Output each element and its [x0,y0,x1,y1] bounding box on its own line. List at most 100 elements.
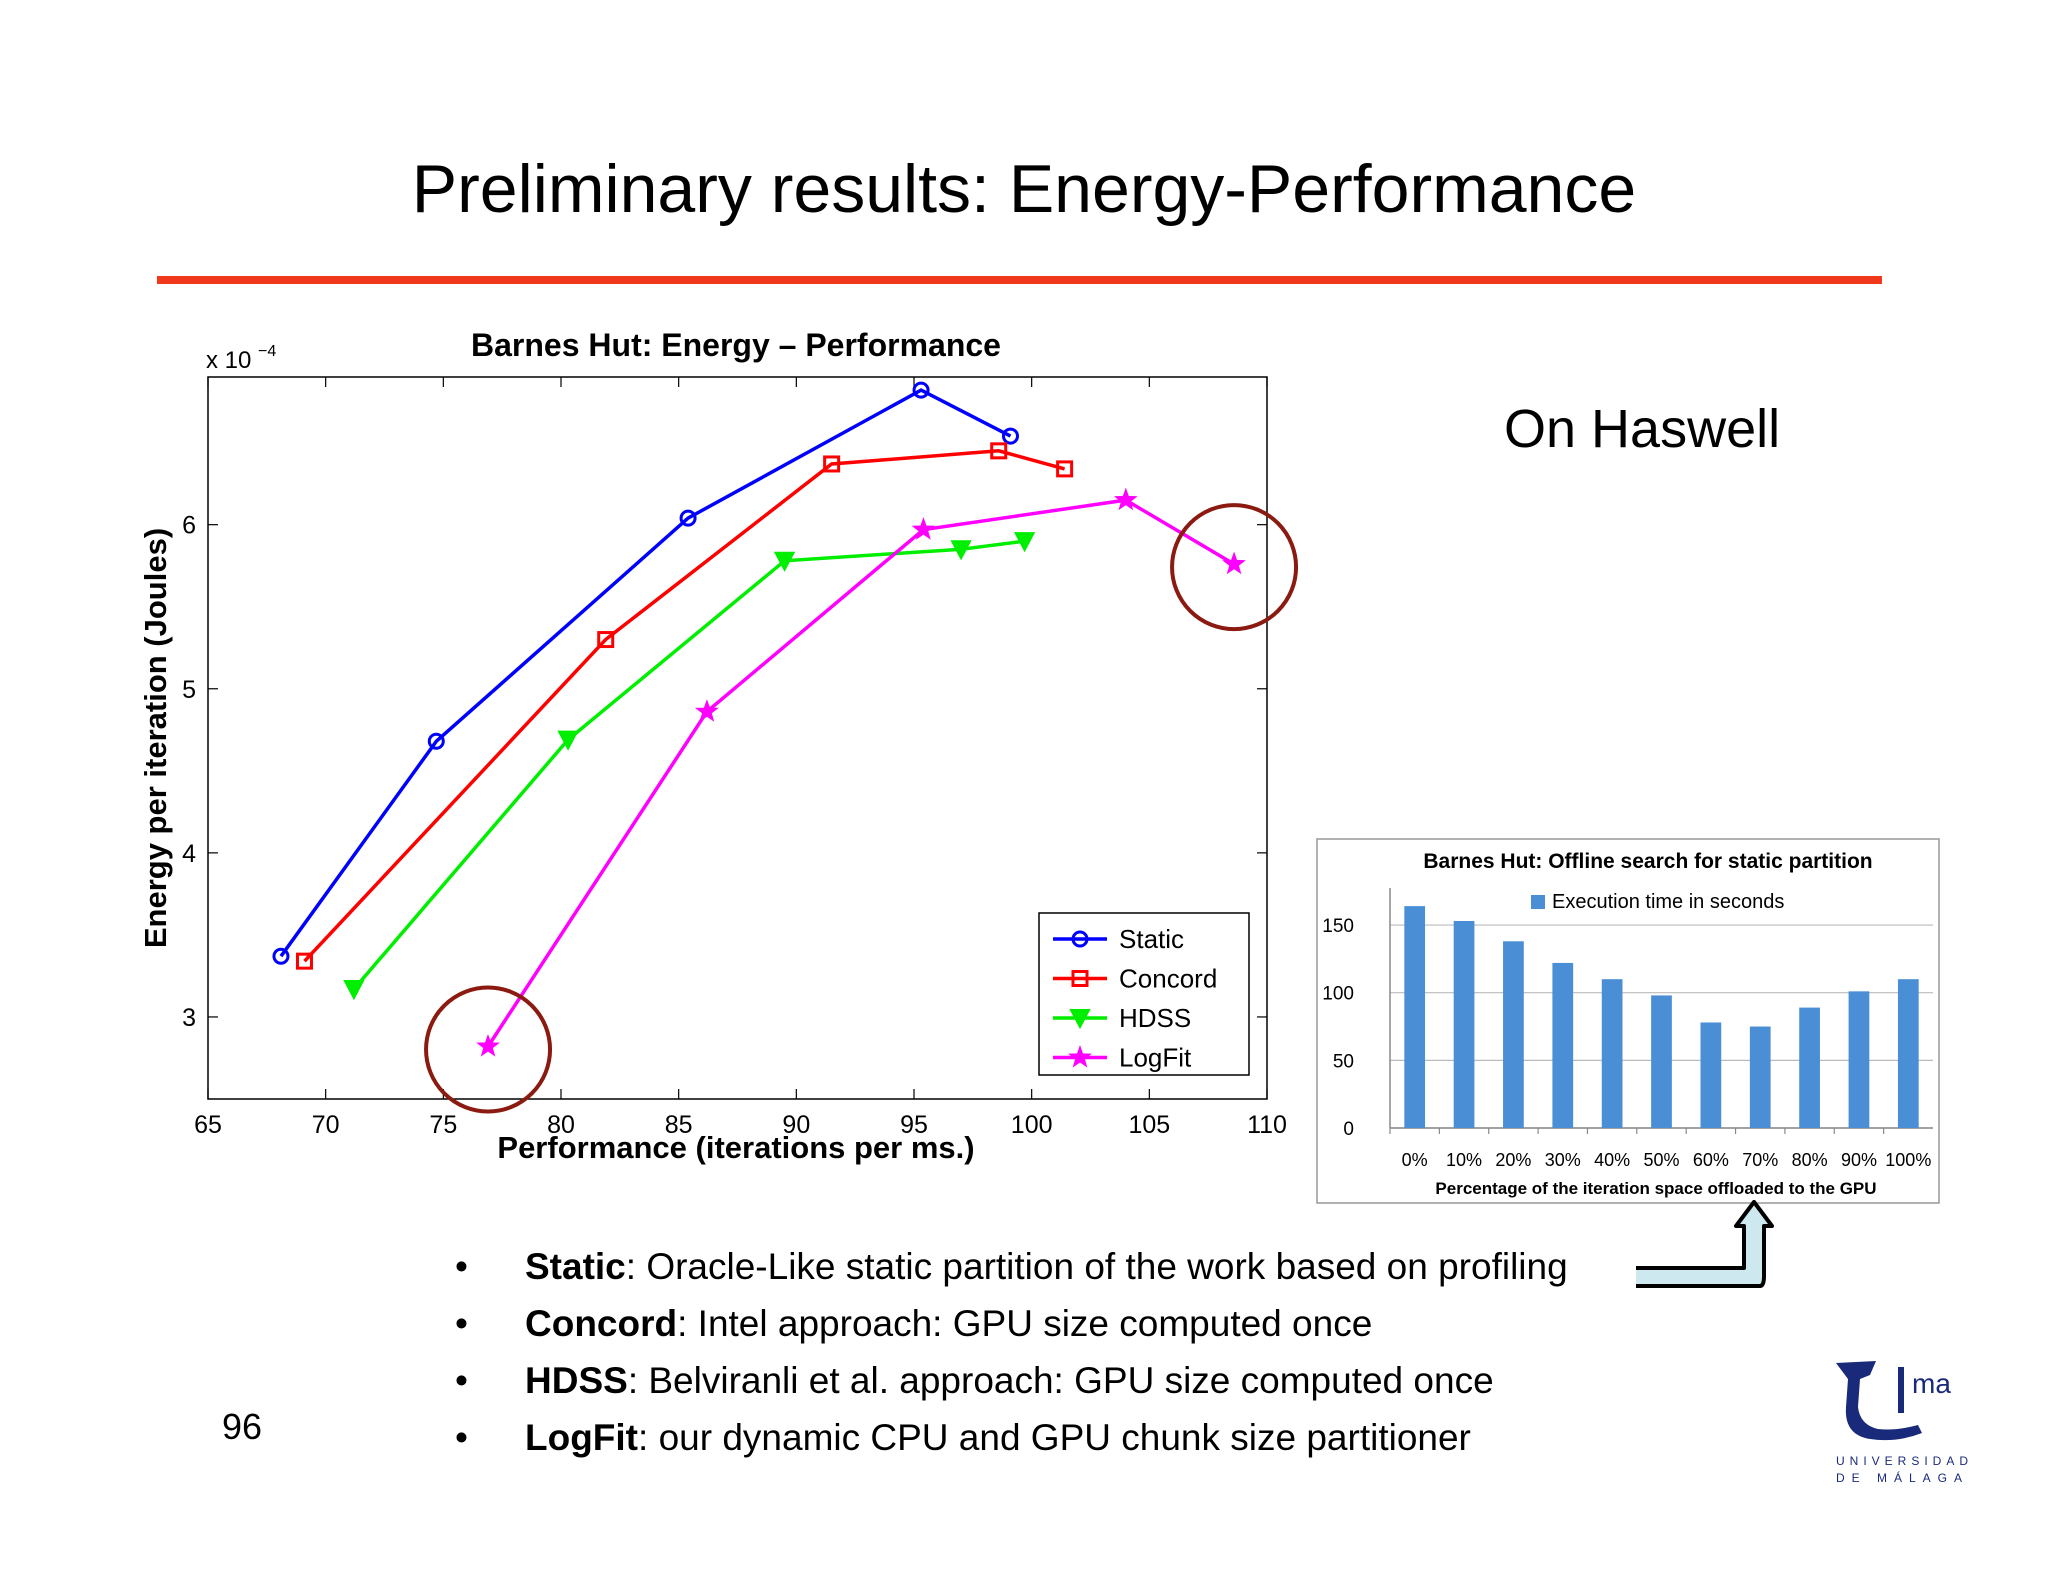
data-point [476,1034,500,1057]
y-multiplier-text: x 10 [206,347,251,374]
logo-mark-icon [1836,1361,1922,1441]
data-point [679,509,697,527]
bar-category-label: 40% [1594,1150,1630,1170]
data-point [823,455,841,473]
bullet-term: Concord [525,1303,678,1344]
highlight-circle [424,985,553,1114]
bullet-concord: • Concord: Intel approach: GPU size compu… [455,1303,1373,1344]
data-point [427,732,445,750]
offline-search-bar-chart: Barnes Hut: Offline search for static pa… [1316,838,1940,1204]
bar-category-label: 20% [1495,1150,1531,1170]
series-hdss [343,532,1036,1001]
slide-title: Preliminary results: Energy-Performance [411,151,1637,227]
bar [1601,979,1623,1128]
x-axis-label: Performance (iterations per ms.) [497,1130,974,1165]
data-point [597,631,615,649]
data-point [950,540,972,561]
series-concord [295,442,1074,970]
y-exponent-text: −4 [258,343,276,360]
data-point [912,381,930,399]
data-point [1013,532,1036,553]
x-tick-label: 95 [900,1111,928,1139]
y-axis-label: Energy per iteration (Joules) [138,528,173,948]
bar-category-label: 80% [1792,1150,1828,1170]
data-point [1071,930,1089,948]
y-tick-label: 5 [182,676,196,704]
data-point [1071,970,1089,987]
data-point [1068,1044,1092,1068]
energy-performance-chart: Barnes Hut: Energy – Performance x 10 −4… [138,327,1299,1165]
bullet-term: LogFit [525,1417,639,1458]
y-tick-label: 4 [182,840,196,868]
bullet-text: : Belviranli et al. approach: GPU size c… [627,1360,1494,1401]
bar [1651,995,1672,1128]
series-line [279,388,1012,958]
series-logfit [476,487,1246,1057]
x-tick-label: 65 [194,1111,222,1139]
data-point [1222,551,1246,575]
data-point [343,980,365,1001]
bullet-logfit: • LogFit: our dynamic CPU and GPU chunk s… [455,1417,1471,1458]
legend-label: HDSS [1119,1003,1191,1033]
bar-category-label: 30% [1545,1150,1581,1170]
bullet-static: • Static: Oracle-Like static partition of… [455,1246,1568,1287]
data-point [694,699,719,722]
bar-category-label: 100% [1885,1150,1931,1170]
data-point [1113,487,1138,511]
logo-mark-text: ma [1912,1368,1951,1399]
bar-chart-title: Barnes Hut: Offline search for static pa… [1423,850,1872,873]
bar [1453,921,1475,1128]
y-tick-label: 3 [182,1004,196,1032]
bullet-text: : our dynamic CPU and GPU chunk size par… [638,1417,1471,1458]
legend-label: Concord [1119,964,1217,994]
bar [1700,1022,1722,1128]
university-logo: ma UNIVERSIDAD DE MÁLAGA [1836,1361,1969,1485]
x-tick-label: 80 [547,1111,575,1139]
title-divider [157,276,1882,284]
bar [1897,979,1919,1128]
data-point [911,517,936,540]
bar-chart-x-label: Percentage of the iteration space offloa… [1435,1179,1876,1198]
bar-category-label: 50% [1643,1150,1679,1170]
data-point [1001,427,1019,445]
curved-arrow-icon [1636,1200,1774,1288]
legend-label: Execution time in seconds [1552,891,1784,913]
legend-swatch [1531,895,1545,909]
x-tick-label: 85 [665,1111,693,1139]
data-point [773,551,796,572]
data-point [1069,1009,1091,1030]
series-static [272,381,1019,965]
bar [1552,962,1574,1128]
legend-item-hdss: HDSS [1053,1003,1191,1033]
y-tick-label: 6 [182,512,196,540]
x-tick-label: 100 [1011,1111,1053,1139]
y-multiplier-label: x 10 −4 [206,343,276,374]
page-number: 96 [222,1406,263,1447]
series-line [303,449,1066,963]
data-point [295,952,313,970]
x-tick-label: 90 [782,1111,810,1139]
bullet-text: : Oracle-Like static partition of the wo… [625,1246,1568,1287]
bar-category-label: 60% [1693,1150,1729,1170]
x-tick-label: 70 [312,1111,340,1139]
bar [1848,991,1870,1128]
data-point [990,442,1008,460]
bullet-hdss: • HDSS: Belviranli et al. approach: GPU s… [455,1360,1494,1401]
bar-category-label: 0% [1402,1150,1428,1170]
logo-line2: DE MÁLAGA [1836,1470,1969,1485]
bullet-text: : Intel approach: GPU size computed once [677,1303,1373,1344]
legend-label: LogFit [1119,1043,1192,1073]
legend-item-static: Static [1053,924,1184,954]
logo-bar [1898,1367,1904,1413]
data-point [1056,460,1074,478]
bar-category-label: 90% [1841,1150,1877,1170]
data-point [272,947,290,965]
bar [1749,1026,1771,1128]
bar [1503,941,1524,1128]
data-point [557,730,579,751]
legend-label: Static [1119,924,1184,954]
bar-category-label: 10% [1446,1150,1482,1170]
x-tick-label: 105 [1128,1111,1170,1139]
legend-item-concord: Concord [1053,964,1217,994]
bar-category-label: 70% [1742,1150,1778,1170]
